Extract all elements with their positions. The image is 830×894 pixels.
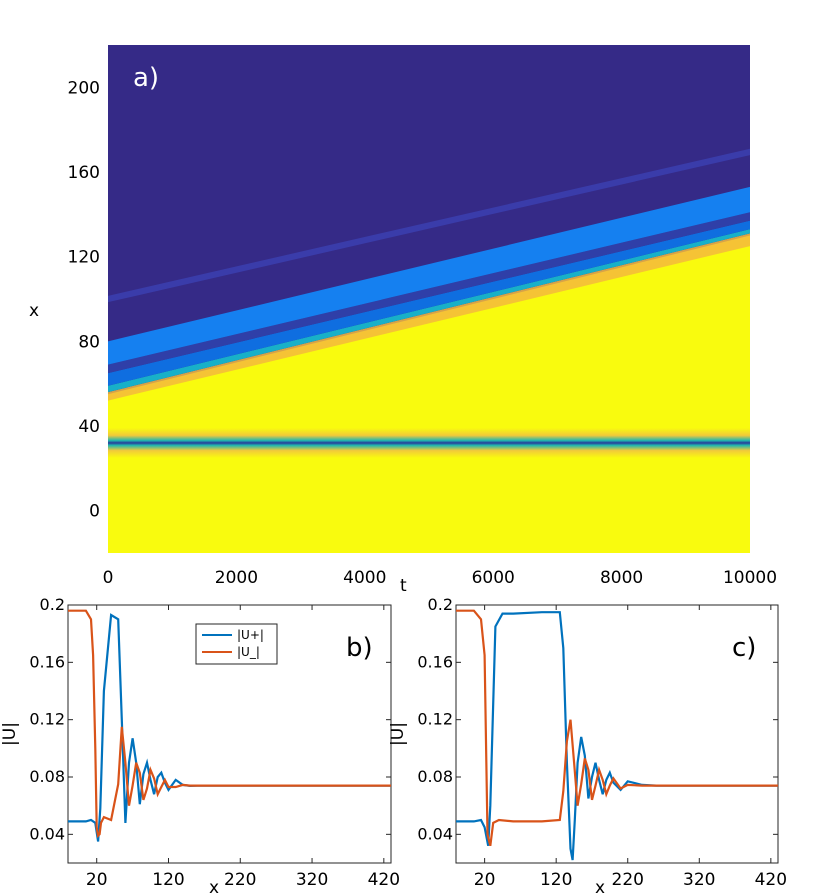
legend: |U+| |U_| — [195, 623, 278, 665]
b-x-tick-label: 320 — [296, 870, 328, 890]
panel-c-series-u-minus — [456, 609, 778, 847]
c-y-tick-label: 0.08 — [417, 767, 453, 786]
c-y-tick-label: 0.12 — [417, 710, 453, 729]
b-y-tick-label: 0.16 — [29, 652, 65, 671]
b-x-tick-label: 420 — [368, 870, 400, 890]
b-y-tick-label: 0.04 — [29, 824, 65, 843]
heatmap-x-tick-label: 8000 — [600, 568, 643, 588]
line-panel-c: 20 120 220 320 420 0.04 0.08 0.12 0.16 0.2 c) x |… — [388, 595, 787, 894]
c-x-tick-label: 20 — [474, 870, 496, 890]
b-x-tick-label: 120 — [152, 870, 184, 890]
heatmap-y-axis-label: x — [29, 301, 39, 321]
panel-c-axes — [455, 604, 779, 864]
heatmap-x-axis-label: t — [400, 576, 407, 596]
heatmap-panel: a) 0 2000 4000 6000 8000 10000 0 40 80 120 160 200… — [29, 45, 777, 596]
b-y-tick-label: 0.08 — [29, 767, 65, 786]
panel-b-series-u-minus — [68, 609, 391, 839]
c-x-tick-label: 120 — [540, 870, 572, 890]
c-x-tick-label: 320 — [683, 870, 715, 890]
heatmap-x-tick-label: 4000 — [343, 568, 386, 588]
heatmap-faint-line — [108, 148, 750, 303]
c-x-tick-label: 420 — [755, 870, 787, 890]
panel-b-y-axis-label: |U| — [0, 722, 20, 746]
c-y-tick-label: 0.16 — [417, 652, 453, 671]
b-y-tick-label: 0.12 — [29, 710, 65, 729]
heatmap-y-tick-label: 0 — [89, 502, 100, 522]
panel-b-ticks: 20 120 220 320 420 0.04 0.08 0.12 0.16 0.2 — [29, 595, 400, 890]
heatmap-stationary-band — [108, 427, 750, 458]
legend-entry-u-plus: |U+| — [237, 628, 264, 642]
heatmap-yellow-region — [108, 235, 750, 553]
panel-label-c: c) — [732, 633, 756, 663]
heatmap-x-tick-label: 0 — [103, 568, 114, 588]
heatmap-y-tick-label: 160 — [68, 163, 100, 183]
heatmap-front-edge — [108, 233, 750, 401]
legend-box — [195, 623, 278, 665]
panel-label-b: b) — [346, 633, 373, 663]
c-x-tick-label: 220 — [612, 870, 644, 890]
heatmap-y-tick-label: 40 — [78, 417, 100, 437]
heatmap-y-tick-label: 200 — [68, 78, 100, 98]
heatmap-dark-band — [108, 212, 750, 374]
heatmap-blue-band-1 — [108, 220, 750, 386]
heatmap-cyan-band — [108, 229, 750, 393]
heatmap-y-tick-label: 120 — [68, 248, 100, 268]
b-x-tick-label: 20 — [86, 870, 108, 890]
c-y-tick-label: 0.04 — [417, 824, 453, 843]
heatmap-blue-band-2 — [108, 186, 750, 365]
heatmap-y-ticks: 0 40 80 120 160 200 — [68, 78, 100, 521]
c-y-tick-label: 0.2 — [428, 595, 453, 614]
panel-label-a: a) — [133, 63, 159, 93]
heatmap-y-tick-label: 80 — [78, 332, 100, 352]
panel-c-x-axis-label: x — [595, 878, 605, 894]
heatmap-x-tick-label: 10000 — [723, 568, 777, 588]
panel-c-y-axis-label: |U| — [388, 722, 408, 746]
panel-b-x-axis-label: x — [209, 878, 219, 894]
b-y-tick-label: 0.2 — [40, 595, 65, 614]
heatmap-x-ticks: 0 2000 4000 6000 8000 10000 — [103, 568, 777, 588]
heatmap-x-tick-label: 2000 — [215, 568, 258, 588]
legend-entry-u-minus: |U_| — [237, 645, 260, 659]
line-panel-b: 20 120 220 320 420 0.04 0.08 0.12 0.16 0.2 |U+| |… — [0, 595, 400, 894]
heatmap-image — [108, 45, 750, 553]
panel-c-ticks: 20 120 220 320 420 0.04 0.08 0.12 0.16 0.2 — [417, 595, 787, 890]
b-x-tick-label: 220 — [224, 870, 256, 890]
heatmap-x-tick-label: 6000 — [472, 568, 515, 588]
